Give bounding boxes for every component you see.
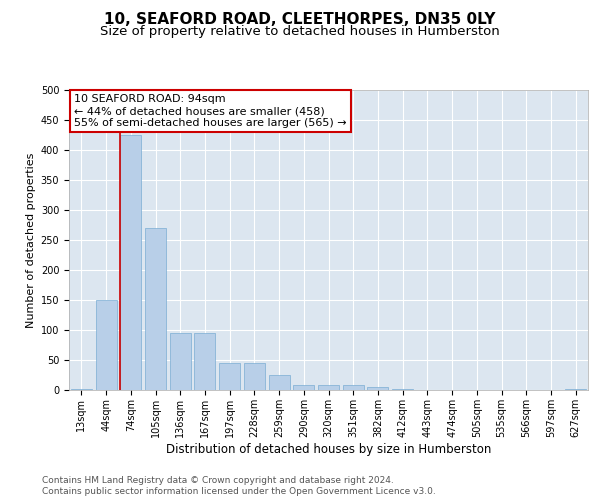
- Y-axis label: Number of detached properties: Number of detached properties: [26, 152, 37, 328]
- Bar: [318, 385, 339, 390]
- Text: Contains public sector information licensed under the Open Government Licence v3: Contains public sector information licen…: [42, 488, 436, 496]
- X-axis label: Distribution of detached houses by size in Humberston: Distribution of detached houses by size …: [166, 442, 491, 456]
- Bar: [71, 389, 92, 390]
- Bar: [343, 385, 364, 390]
- Bar: [170, 333, 191, 390]
- Bar: [95, 300, 116, 390]
- Text: Size of property relative to detached houses in Humberston: Size of property relative to detached ho…: [100, 25, 500, 38]
- Bar: [194, 333, 215, 390]
- Bar: [269, 375, 290, 390]
- Text: 10 SEAFORD ROAD: 94sqm
← 44% of detached houses are smaller (458)
55% of semi-de: 10 SEAFORD ROAD: 94sqm ← 44% of detached…: [74, 94, 347, 128]
- Bar: [244, 363, 265, 390]
- Bar: [219, 363, 240, 390]
- Bar: [367, 387, 388, 390]
- Bar: [293, 385, 314, 390]
- Bar: [145, 228, 166, 390]
- Bar: [120, 135, 141, 390]
- Text: 10, SEAFORD ROAD, CLEETHORPES, DN35 0LY: 10, SEAFORD ROAD, CLEETHORPES, DN35 0LY: [104, 12, 496, 28]
- Text: Contains HM Land Registry data © Crown copyright and database right 2024.: Contains HM Land Registry data © Crown c…: [42, 476, 394, 485]
